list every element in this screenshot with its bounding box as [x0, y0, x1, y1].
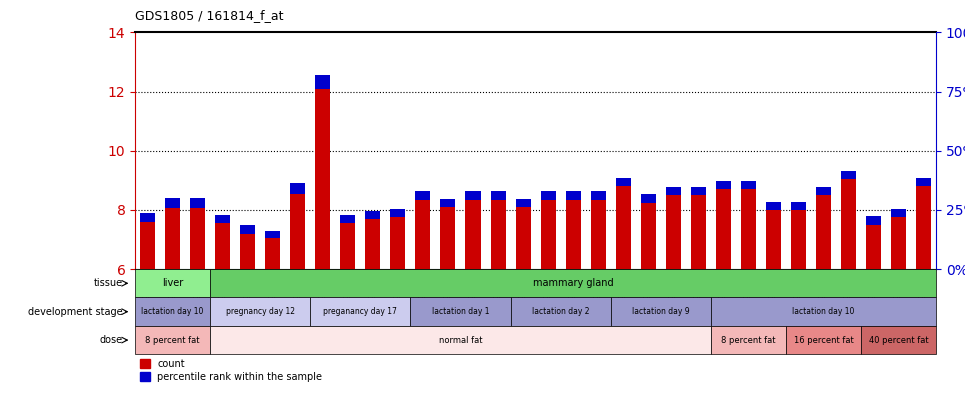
Text: development stage: development stage [28, 307, 123, 317]
Bar [641, 194, 656, 202]
Bar [510, 298, 611, 326]
Bar [791, 210, 806, 269]
Bar [666, 195, 680, 269]
Bar [391, 209, 405, 217]
Bar [490, 200, 506, 269]
Bar [540, 191, 556, 200]
Bar [791, 202, 806, 210]
Bar [711, 298, 936, 326]
Bar [786, 326, 861, 354]
Bar [616, 186, 631, 269]
Bar [415, 200, 430, 269]
Bar [290, 194, 305, 269]
Bar [611, 298, 711, 326]
Bar [591, 200, 606, 269]
Bar [366, 219, 380, 269]
Bar [410, 298, 510, 326]
Text: dose: dose [99, 335, 123, 345]
Bar [190, 209, 206, 269]
Bar [341, 223, 355, 269]
Text: lactation day 2: lactation day 2 [532, 307, 590, 316]
Text: 16 percent fat: 16 percent fat [793, 336, 853, 345]
Bar [766, 210, 781, 269]
Bar [515, 199, 531, 207]
Bar [716, 189, 731, 269]
Bar [565, 200, 581, 269]
Bar [210, 298, 311, 326]
Bar [565, 191, 581, 200]
Bar [711, 326, 786, 354]
Bar [691, 195, 705, 269]
Bar [766, 202, 781, 210]
Bar [861, 326, 936, 354]
Bar [415, 191, 430, 200]
Text: preganancy day 17: preganancy day 17 [323, 307, 398, 316]
Bar [135, 269, 210, 298]
Bar [916, 186, 931, 269]
Bar [816, 195, 831, 269]
Bar [741, 181, 756, 189]
Text: 40 percent fat: 40 percent fat [868, 336, 928, 345]
Bar [916, 178, 931, 186]
Bar [140, 222, 155, 269]
Bar [135, 298, 210, 326]
Bar [391, 217, 405, 269]
Text: lactation day 1: lactation day 1 [431, 307, 489, 316]
Bar [366, 211, 380, 219]
Bar [165, 209, 180, 269]
Bar [135, 326, 210, 354]
Bar [490, 191, 506, 200]
Bar [465, 191, 481, 200]
Bar [591, 191, 606, 200]
Bar [666, 187, 680, 195]
Text: liver: liver [162, 278, 183, 288]
Bar [741, 189, 756, 269]
Bar [891, 209, 906, 217]
Bar [641, 202, 656, 269]
Text: tissue: tissue [94, 278, 123, 288]
Bar [190, 198, 206, 209]
Bar [210, 326, 711, 354]
Bar [215, 223, 231, 269]
Bar [165, 198, 180, 209]
Bar [691, 187, 705, 195]
Text: pregnancy day 12: pregnancy day 12 [226, 307, 294, 316]
Bar [265, 230, 280, 238]
Text: 8 percent fat: 8 percent fat [146, 336, 200, 345]
Bar [240, 234, 255, 269]
Bar [866, 216, 881, 225]
Text: lactation day 10: lactation day 10 [792, 307, 855, 316]
Bar [290, 183, 305, 194]
Text: normal fat: normal fat [439, 336, 482, 345]
Bar [341, 215, 355, 223]
Bar [316, 75, 330, 89]
Bar [716, 181, 731, 189]
Text: lactation day 10: lactation day 10 [142, 307, 204, 316]
Legend: count, percentile rank within the sample: count, percentile rank within the sample [140, 359, 322, 382]
Bar [440, 207, 455, 269]
Bar [465, 200, 481, 269]
Text: 8 percent fat: 8 percent fat [721, 336, 776, 345]
Bar [891, 217, 906, 269]
Bar [616, 178, 631, 186]
Bar [515, 207, 531, 269]
Bar [316, 89, 330, 269]
Bar [240, 225, 255, 234]
Bar [540, 200, 556, 269]
Bar [265, 238, 280, 269]
Bar [215, 215, 231, 223]
Bar [440, 199, 455, 207]
Bar [140, 213, 155, 222]
Bar [311, 298, 410, 326]
Bar [841, 179, 856, 269]
Text: lactation day 9: lactation day 9 [632, 307, 690, 316]
Text: mammary gland: mammary gland [533, 278, 614, 288]
Bar [866, 225, 881, 269]
Bar [841, 171, 856, 179]
Text: GDS1805 / 161814_f_at: GDS1805 / 161814_f_at [135, 9, 284, 22]
Bar [816, 187, 831, 195]
